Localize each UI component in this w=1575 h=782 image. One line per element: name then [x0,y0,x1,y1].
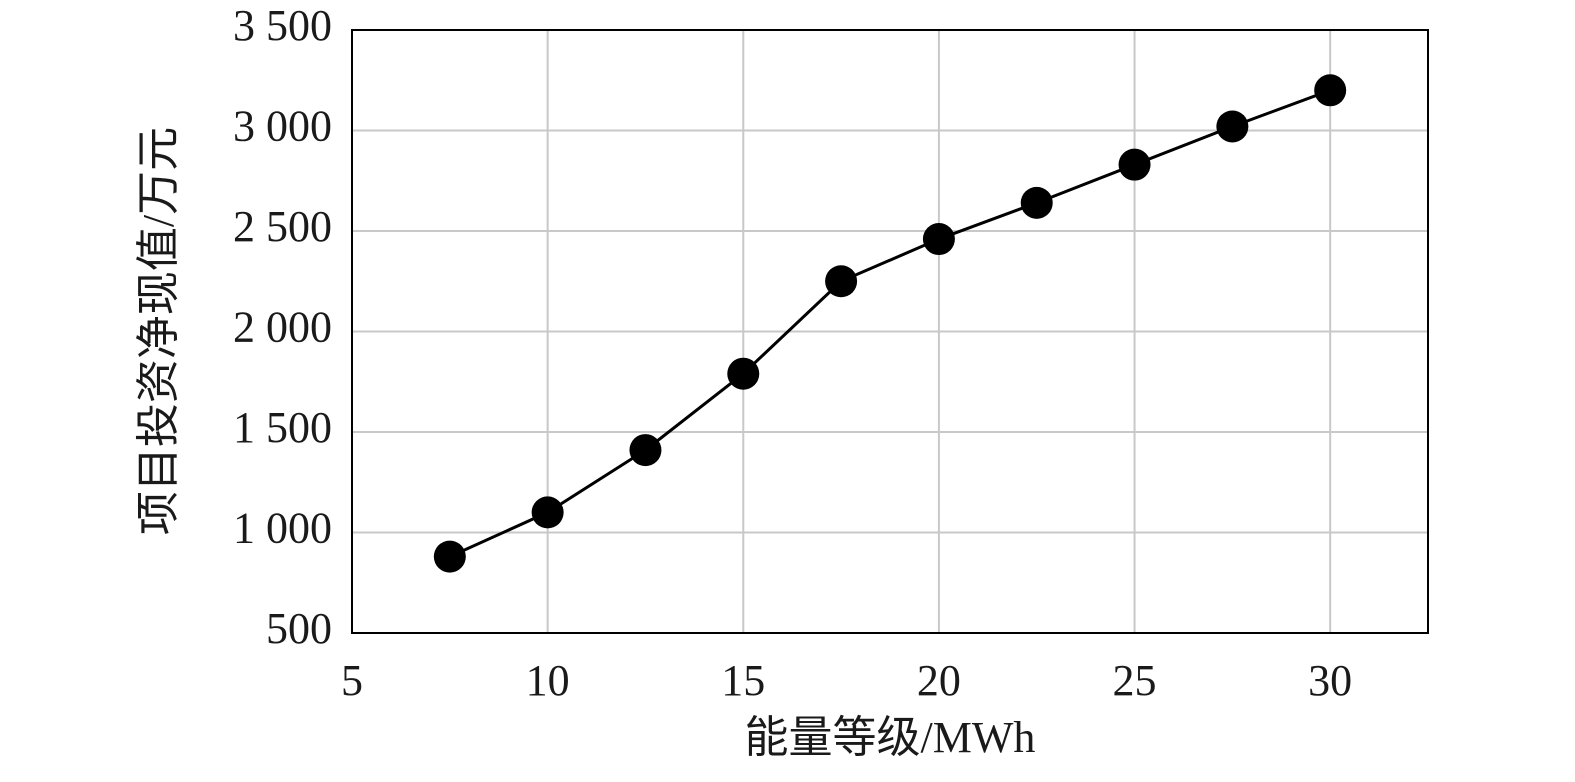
y-tick-label: 1 000 [233,504,332,553]
y-tick-label: 1 500 [233,403,332,452]
x-tick-label: 15 [721,656,765,705]
y-tick-label: 3 500 [233,1,332,50]
x-tick-label: 5 [341,656,363,705]
data-point [1118,148,1151,181]
x-tick-label: 30 [1308,656,1352,705]
x-tick-label: 10 [526,656,570,705]
data-point [825,265,858,298]
x-axis-label: 能量等级/MWh [745,713,1036,762]
data-point [1020,186,1053,219]
data-point [1216,110,1249,143]
data-point [433,540,466,573]
y-axis-label: 项目投资净现值/万元 [134,127,183,535]
series-line [449,88,1331,558]
data-point [1314,74,1347,107]
plot-frame [351,29,1429,634]
y-tick-label: 500 [266,604,332,653]
y-tick-label: 3 000 [233,102,332,151]
x-tick-label: 25 [1113,656,1157,705]
data-point [531,496,564,529]
y-tick-label: 2 500 [233,202,332,251]
data-point [629,434,662,467]
x-tick-label: 20 [917,656,961,705]
data-point [727,357,760,390]
data-point [922,223,955,256]
y-tick-label: 2 000 [233,303,332,352]
